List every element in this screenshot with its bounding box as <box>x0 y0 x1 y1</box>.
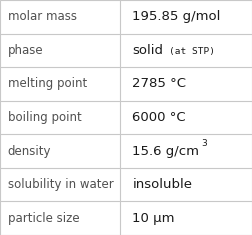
Text: 10 µm: 10 µm <box>132 212 175 225</box>
Text: 15.6 g/cm: 15.6 g/cm <box>132 145 199 158</box>
Text: 2785 °C: 2785 °C <box>132 77 186 90</box>
Text: solid: solid <box>132 44 163 57</box>
Text: 6000 °C: 6000 °C <box>132 111 186 124</box>
Text: boiling point: boiling point <box>8 111 81 124</box>
Text: insoluble: insoluble <box>132 178 192 191</box>
Text: (at STP): (at STP) <box>169 47 215 55</box>
Text: 195.85 g/mol: 195.85 g/mol <box>132 10 221 23</box>
Text: 3: 3 <box>202 139 207 148</box>
Text: particle size: particle size <box>8 212 79 225</box>
Text: molar mass: molar mass <box>8 10 77 23</box>
Text: solubility in water: solubility in water <box>8 178 113 191</box>
Text: phase: phase <box>8 44 43 57</box>
Text: melting point: melting point <box>8 77 87 90</box>
Text: density: density <box>8 145 51 158</box>
